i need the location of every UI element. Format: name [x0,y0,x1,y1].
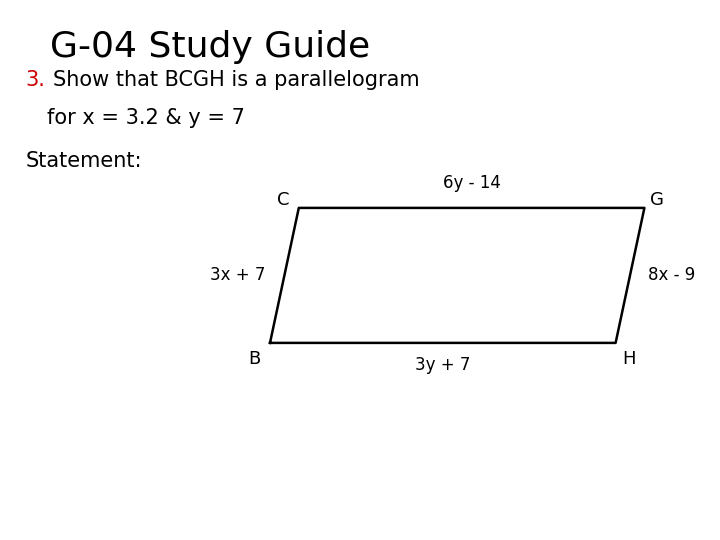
Text: G: G [650,191,665,209]
Text: 3x + 7: 3x + 7 [210,266,265,285]
Text: C: C [276,191,289,209]
Text: H: H [622,350,635,368]
Text: 3.: 3. [25,70,45,90]
Text: for x = 3.2 & y = 7: for x = 3.2 & y = 7 [47,108,245,128]
Text: B: B [248,350,261,368]
Text: Statement:: Statement: [25,151,142,171]
Text: G-04 Study Guide: G-04 Study Guide [50,30,371,64]
Text: Show that BCGH is a parallelogram: Show that BCGH is a parallelogram [53,70,419,90]
Text: 6y - 14: 6y - 14 [443,174,500,192]
Text: 8x - 9: 8x - 9 [648,266,696,285]
Text: 3y + 7: 3y + 7 [415,356,470,374]
